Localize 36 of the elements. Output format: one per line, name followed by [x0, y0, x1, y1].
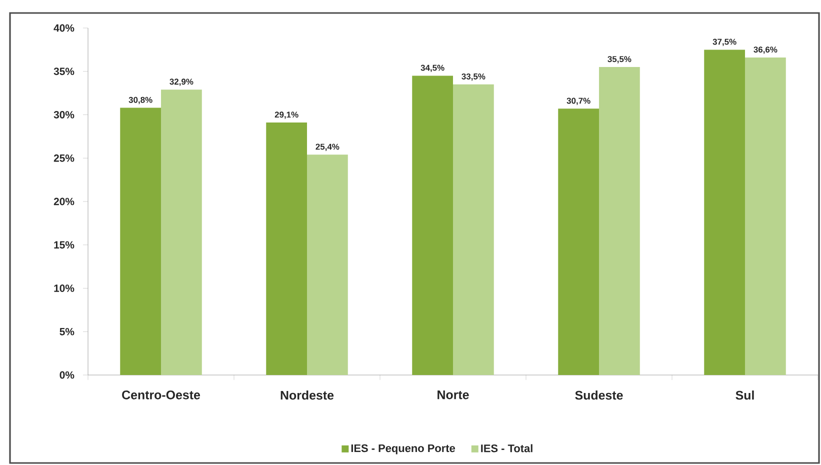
bar — [745, 57, 786, 375]
bar — [412, 76, 454, 375]
y-tick-label: 35% — [54, 68, 74, 76]
bar — [558, 108, 600, 375]
x-tick-label: Sudeste — [575, 390, 623, 400]
legend-label: IES - Total — [481, 444, 532, 452]
data-label: 37,5% — [712, 38, 736, 46]
y-tick-label: 30% — [54, 111, 74, 118]
x-tick-label: Nordeste — [280, 390, 334, 400]
data-label: 25,4% — [316, 144, 340, 151]
bar — [453, 84, 494, 375]
data-label: 33,5% — [462, 73, 486, 81]
bar — [307, 154, 348, 375]
x-tick-label: Norte — [438, 390, 469, 400]
data-label: 32,9% — [170, 78, 194, 86]
data-label: 29,1% — [274, 112, 298, 119]
bar — [161, 90, 202, 375]
bar — [266, 122, 308, 375]
y-tick-label: 10% — [54, 284, 74, 292]
data-label: 36,6% — [754, 46, 778, 54]
data-label: 35,5% — [608, 56, 632, 64]
y-tick-label: 20% — [54, 198, 74, 206]
y-tick-label: 40% — [54, 24, 74, 32]
bar — [120, 108, 161, 375]
y-tick-label: 5% — [60, 328, 74, 336]
bar — [599, 67, 640, 375]
bar — [704, 50, 746, 375]
y-tick-label: 0% — [60, 371, 74, 379]
data-label: 30,8% — [128, 96, 152, 104]
legend-label: IES - Pequeno Porte — [351, 444, 456, 454]
x-tick-label: Centro-Oeste — [122, 390, 200, 400]
data-label: 34,5% — [420, 64, 444, 72]
y-tick-label: 25% — [54, 154, 74, 162]
y-tick-label: 15% — [54, 241, 74, 249]
x-tick-label: Sul — [736, 390, 754, 400]
data-label: 30,7% — [566, 98, 590, 105]
